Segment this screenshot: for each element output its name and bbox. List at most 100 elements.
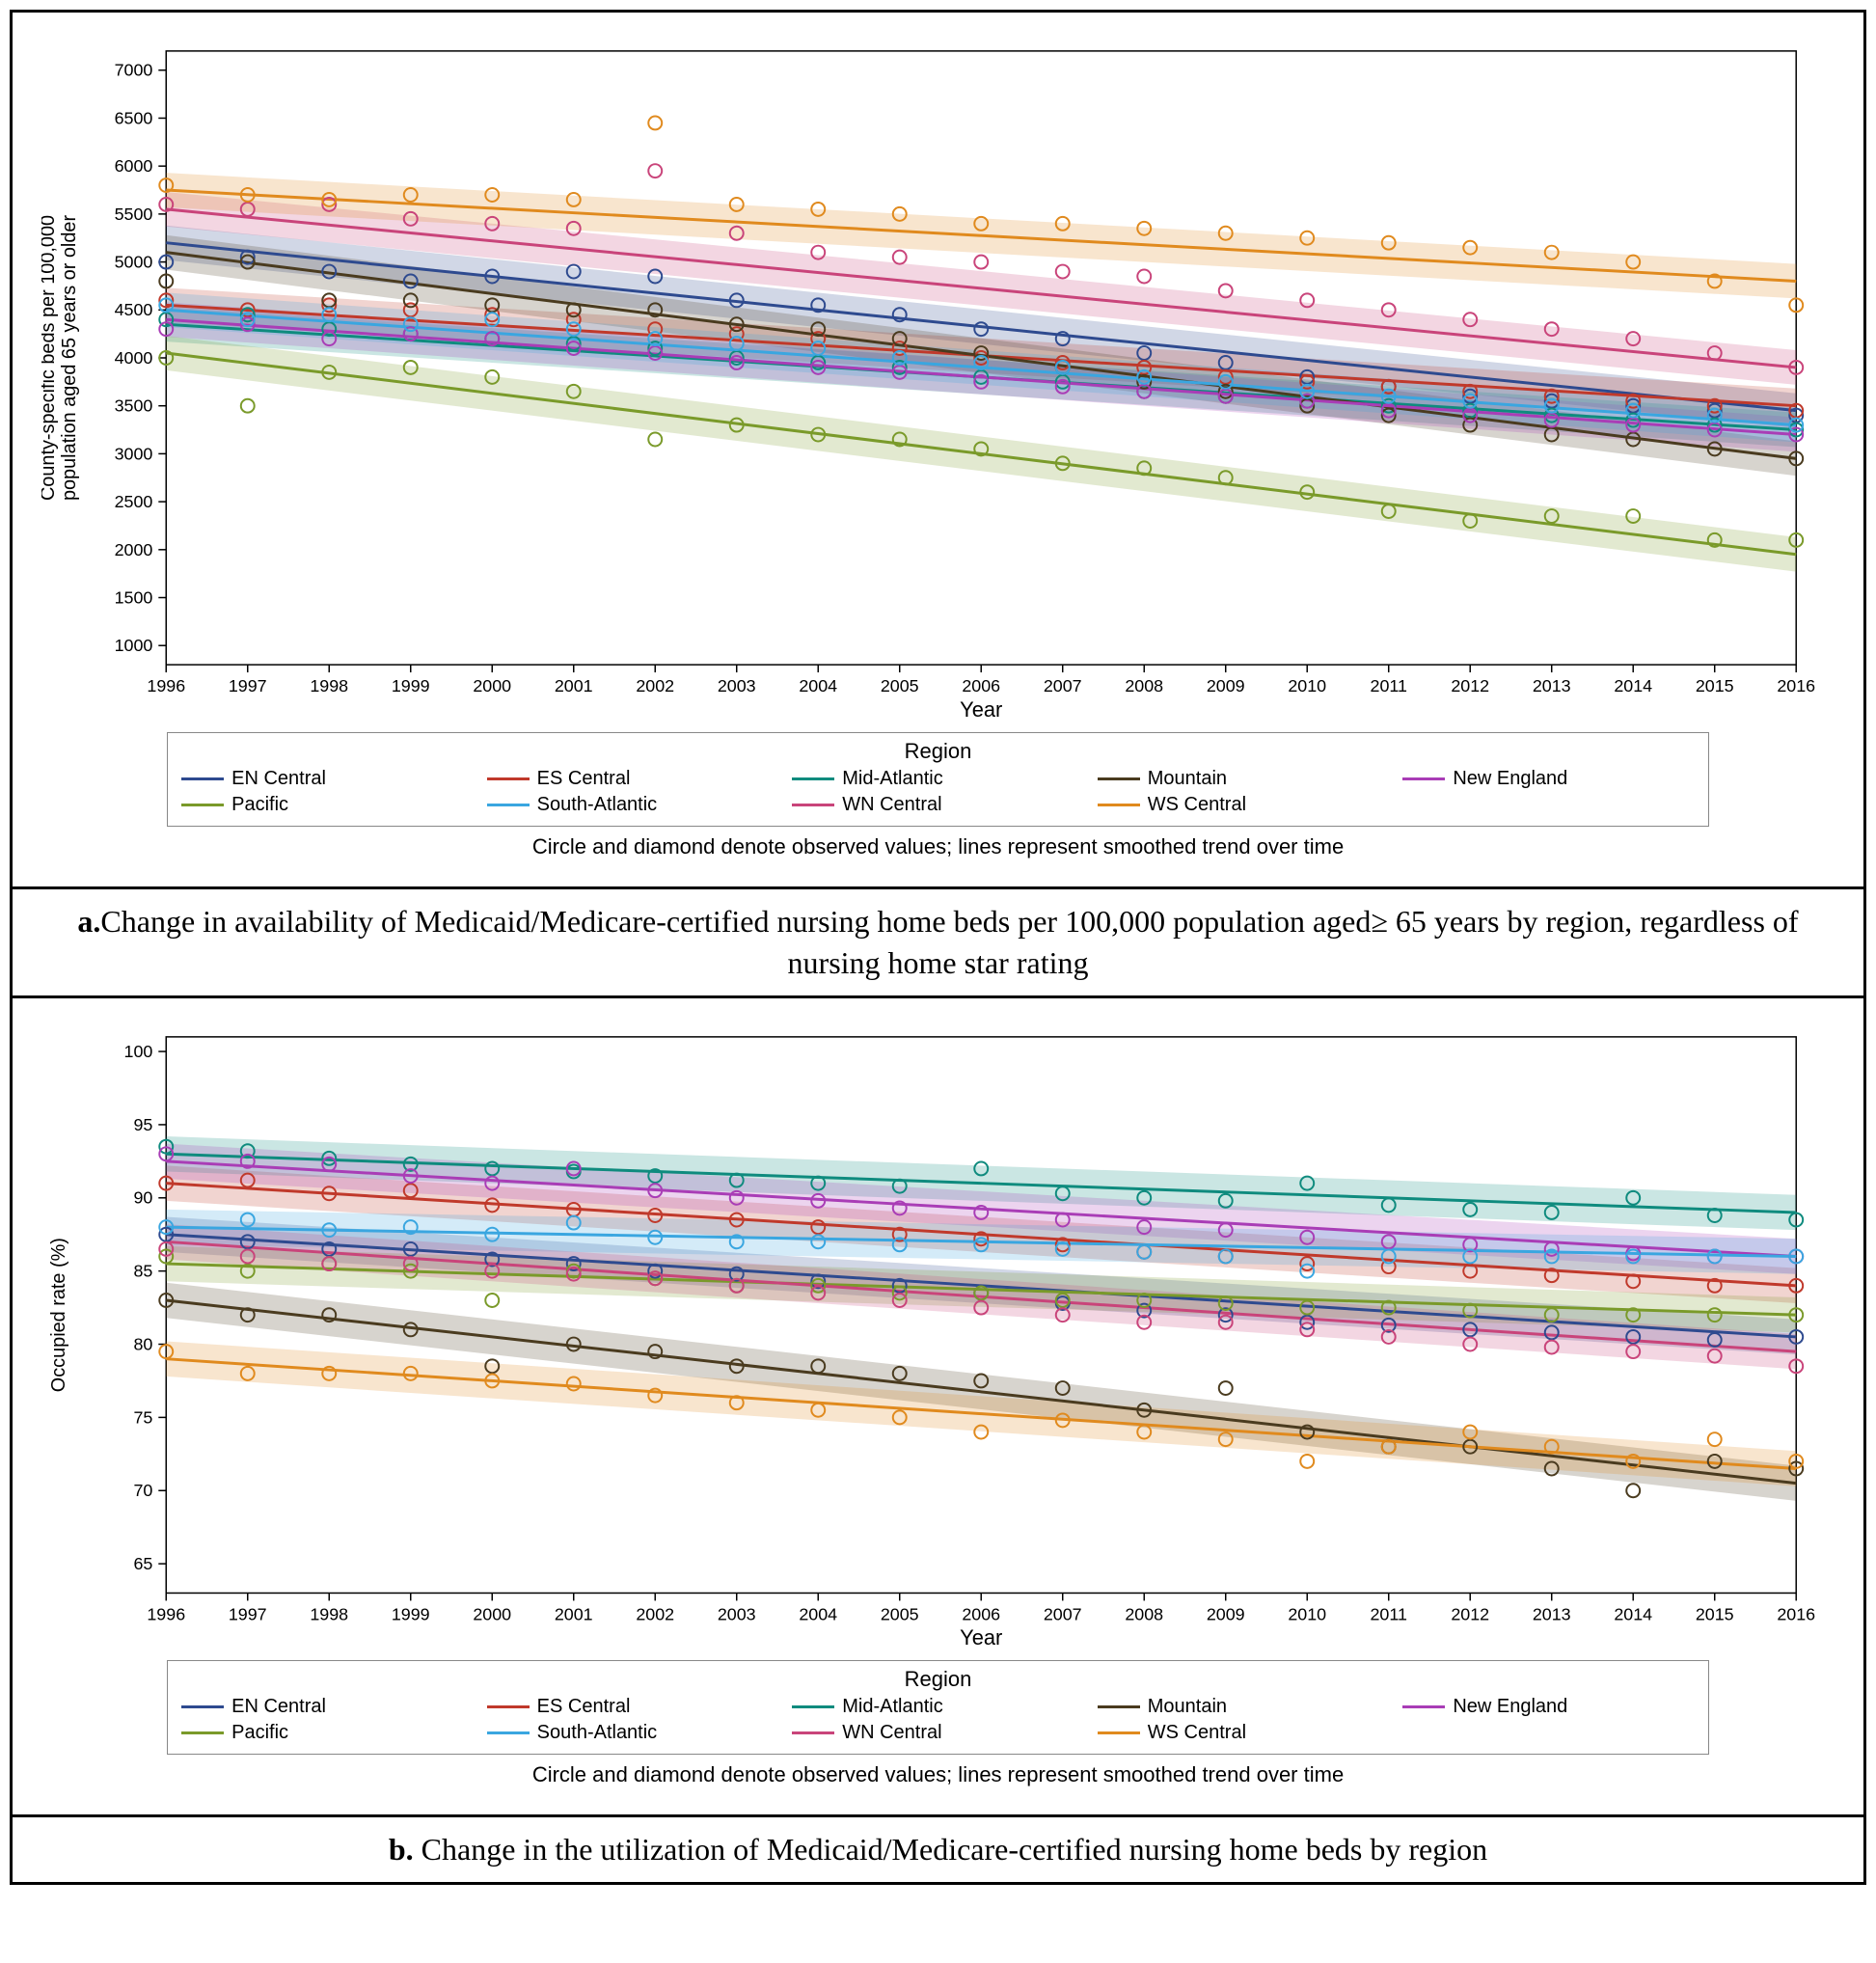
svg-text:2000: 2000 [473, 1604, 511, 1623]
legend-swatch [487, 777, 530, 780]
legend-label: South-Atlantic [537, 794, 658, 816]
legend-item-mid_atlantic: Mid-Atlantic [792, 1696, 1084, 1718]
svg-text:5000: 5000 [115, 253, 153, 272]
svg-text:2011: 2011 [1371, 676, 1407, 695]
legend-swatch [181, 1705, 224, 1708]
svg-text:95: 95 [133, 1115, 152, 1134]
svg-text:3500: 3500 [115, 396, 153, 416]
svg-text:2001: 2001 [555, 676, 593, 695]
svg-text:2005: 2005 [881, 676, 919, 695]
legend-swatch [181, 1731, 224, 1734]
footnote-a: Circle and diamond denote observed value… [41, 827, 1835, 877]
svg-text:2001: 2001 [555, 1604, 593, 1623]
svg-text:Occupied rate (%): Occupied rate (%) [48, 1238, 69, 1392]
svg-text:2000: 2000 [473, 676, 511, 695]
legend-item-en_central: EN Central [181, 1696, 474, 1718]
legend-item-wn_central: WN Central [792, 1722, 1084, 1744]
legend-swatch [487, 1705, 530, 1708]
legend-item-mountain: Mountain [1098, 768, 1390, 790]
legend-item-ws_central: WS Central [1098, 1722, 1390, 1744]
legend-label: WS Central [1148, 1722, 1246, 1744]
legend-swatch [487, 804, 530, 806]
legend-label: EN Central [231, 768, 326, 790]
legend-swatch [487, 1731, 530, 1734]
chart-b-wrap: 6570758085909510019961997199819992000200… [13, 998, 1863, 1814]
svg-text:6000: 6000 [115, 156, 153, 176]
svg-text:6500: 6500 [115, 108, 153, 127]
svg-text:County-specific beds per 100,0: County-specific beds per 100,000populati… [41, 215, 80, 502]
svg-text:Year: Year [960, 1625, 1002, 1649]
legend-label: WN Central [842, 1722, 941, 1744]
svg-text:2013: 2013 [1533, 676, 1571, 695]
svg-text:2015: 2015 [1696, 1604, 1734, 1623]
svg-text:2008: 2008 [1125, 1604, 1163, 1623]
svg-text:2009: 2009 [1207, 1604, 1245, 1623]
legend-a: RegionEN CentralES CentralMid-AtlanticMo… [167, 732, 1709, 827]
legend-item-mid_atlantic: Mid-Atlantic [792, 768, 1084, 790]
legend-title: Region [181, 1667, 1695, 1692]
chart-b-svg: 6570758085909510019961997199819992000200… [41, 1018, 1835, 1650]
legend-label: Pacific [231, 794, 288, 816]
svg-text:2002: 2002 [636, 1604, 674, 1623]
legend-item-pacific: Pacific [181, 1722, 474, 1744]
legend-label: New England [1453, 1696, 1567, 1718]
legend-item-wn_central: WN Central [792, 794, 1084, 816]
caption-b-bold: b. [389, 1832, 414, 1867]
legend-label: ES Central [537, 1696, 631, 1718]
svg-text:2013: 2013 [1533, 1604, 1571, 1623]
svg-text:Year: Year [960, 697, 1002, 722]
svg-text:7000: 7000 [115, 61, 153, 80]
svg-text:4500: 4500 [115, 300, 153, 319]
legend-item-south_atlantic: South-Atlantic [487, 794, 779, 816]
legend-swatch [792, 804, 834, 806]
legend-item-mountain: Mountain [1098, 1696, 1390, 1718]
legend-label: South-Atlantic [537, 1722, 658, 1744]
legend-swatch [1098, 777, 1140, 780]
chart-a-wrap: 1000150020002500300035004000450050005500… [13, 13, 1863, 886]
svg-text:2007: 2007 [1044, 1604, 1082, 1623]
svg-text:2016: 2016 [1777, 676, 1815, 695]
caption-b: b. Change in the utilization of Medicaid… [13, 1817, 1863, 1882]
legend-item-new_england: New England [1402, 768, 1695, 790]
legend-item-new_england: New England [1402, 1696, 1695, 1718]
svg-text:2015: 2015 [1696, 676, 1734, 695]
panel-b: 6570758085909510019961997199819992000200… [13, 998, 1863, 1817]
svg-text:1000: 1000 [115, 636, 153, 655]
svg-text:2014: 2014 [1614, 1604, 1652, 1623]
svg-text:1998: 1998 [310, 676, 348, 695]
svg-text:1999: 1999 [392, 676, 430, 695]
svg-text:90: 90 [133, 1188, 152, 1208]
legend-swatch [1098, 1705, 1140, 1708]
legend-swatch [1402, 1705, 1445, 1708]
chart-a-svg: 1000150020002500300035004000450050005500… [41, 32, 1835, 722]
legend-label: New England [1453, 768, 1567, 790]
legend-b: Region EN Central ES Central Mid-Atlantic Mo… [167, 1660, 1709, 1755]
legend-item-en_central: EN Central [181, 768, 474, 790]
svg-text:2003: 2003 [718, 1604, 756, 1623]
svg-text:75: 75 [133, 1407, 152, 1427]
svg-text:2005: 2005 [881, 1604, 919, 1623]
svg-text:1998: 1998 [310, 1604, 348, 1623]
caption-b-text: Change in the utilization of Medicaid/Me… [414, 1832, 1487, 1867]
svg-text:2008: 2008 [1125, 676, 1163, 695]
svg-text:1999: 1999 [392, 1604, 430, 1623]
svg-text:80: 80 [133, 1335, 152, 1354]
svg-text:2011: 2011 [1371, 1604, 1407, 1623]
legend-swatch [1098, 804, 1140, 806]
svg-text:2007: 2007 [1044, 676, 1082, 695]
legend-label: WS Central [1148, 794, 1246, 816]
legend-label: Mountain [1148, 768, 1227, 790]
legend-item-south_atlantic: South-Atlantic [487, 1722, 779, 1744]
svg-text:85: 85 [133, 1262, 152, 1281]
legend-item-es_central: ES Central [487, 1696, 779, 1718]
legend-label: Mountain [1148, 1696, 1227, 1718]
legend-swatch [1402, 777, 1445, 780]
caption-a-text: Change in availability of Medicaid/Medic… [100, 904, 1798, 980]
svg-text:2004: 2004 [799, 1604, 837, 1623]
svg-text:1500: 1500 [115, 587, 153, 607]
svg-text:2009: 2009 [1207, 676, 1245, 695]
legend-swatch [181, 777, 224, 780]
legend-item-ws_central: WS Central [1098, 794, 1390, 816]
svg-text:2010: 2010 [1288, 676, 1326, 695]
footnote-b: Circle and diamond denote observed value… [41, 1755, 1835, 1805]
